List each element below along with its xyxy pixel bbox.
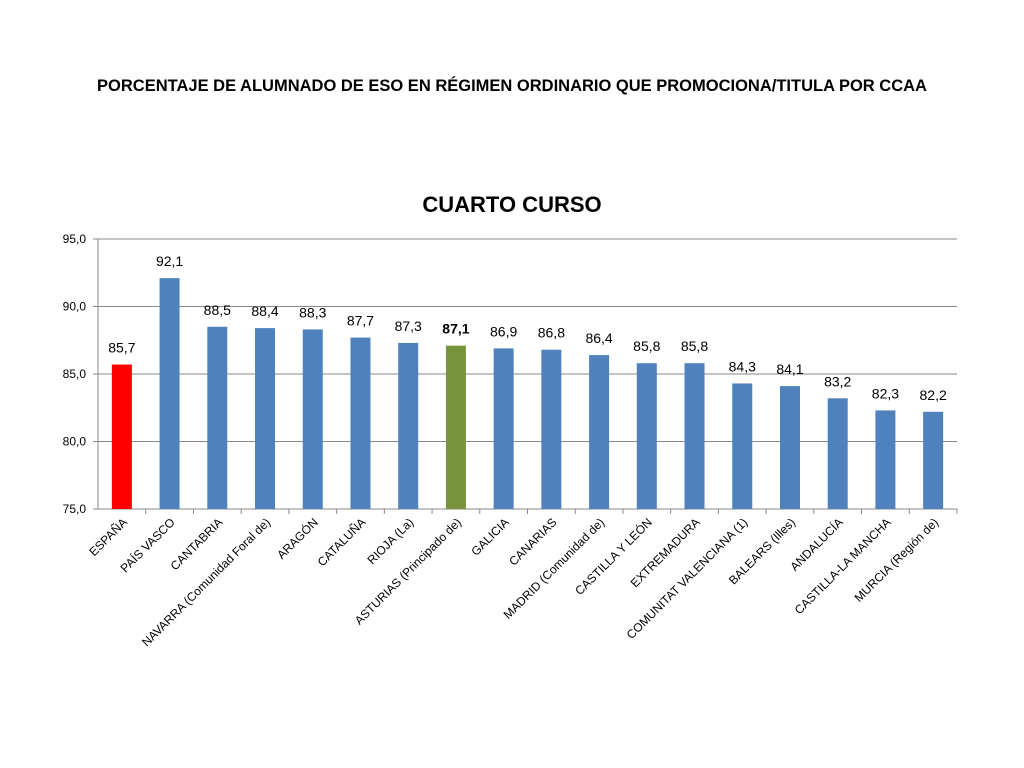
bar — [875, 410, 896, 509]
chart-title: CUARTO CURSO — [422, 192, 602, 217]
bar — [398, 342, 419, 509]
data-label: 86,8 — [538, 325, 565, 341]
axes — [93, 238, 958, 514]
bar — [636, 363, 657, 509]
bar — [493, 348, 514, 509]
bar — [445, 345, 466, 509]
bar — [589, 355, 610, 509]
data-label: 85,8 — [681, 338, 708, 354]
y-tick-label: 75,0 — [63, 502, 87, 516]
y-tick-label: 80,0 — [63, 435, 87, 449]
bar — [541, 349, 562, 509]
data-label: 86,9 — [490, 323, 517, 339]
bar — [684, 363, 705, 509]
data-label: 88,3 — [299, 304, 326, 320]
bar — [827, 398, 848, 509]
bar — [159, 278, 180, 509]
bar — [350, 337, 371, 509]
x-tick-label: CASTILLA Y LEÓN — [572, 515, 655, 598]
x-tick-label: ARAGÓN — [273, 515, 320, 562]
data-labels: 85,7 92,1 88,5 88,4 88,3 87,7 87,3 87,1 86,9 86,8… — [108, 253, 947, 403]
x-tick-label: MURCIA (Región de) — [852, 515, 942, 605]
data-label: 88,5 — [204, 302, 231, 318]
bar — [111, 364, 132, 509]
bar — [923, 411, 944, 509]
data-label: 84,1 — [776, 361, 803, 377]
y-tick-label: 90,0 — [63, 300, 87, 314]
y-tick-label: 95,0 — [63, 232, 87, 246]
y-tick-labels: 75,0 80,0 85,0 90,0 95,0 — [63, 232, 87, 516]
data-label: 87,1 — [442, 321, 469, 337]
data-label: 83,2 — [824, 373, 851, 389]
gridlines — [98, 238, 957, 442]
data-label: 85,7 — [108, 340, 135, 356]
x-tick-label: CATALUÑA — [315, 515, 369, 569]
data-label: 88,4 — [251, 303, 278, 319]
bars — [111, 278, 944, 509]
data-label: 85,8 — [633, 338, 660, 354]
x-tick-label: ESPAÑA — [86, 515, 130, 559]
data-label: 82,3 — [872, 385, 899, 401]
x-tick-label: RIOJA (La) — [364, 515, 416, 567]
y-tick-label: 85,0 — [63, 367, 87, 381]
bar — [255, 328, 276, 509]
bar — [207, 326, 228, 509]
data-label: 86,4 — [585, 330, 612, 346]
data-label: 82,2 — [920, 387, 947, 403]
bar — [732, 383, 753, 509]
x-tick-label: CASTILLA-LA MANCHA — [792, 515, 894, 617]
data-label: 92,1 — [156, 253, 183, 269]
bar — [779, 386, 800, 509]
bar — [302, 329, 323, 509]
data-label: 87,3 — [395, 318, 422, 334]
slide-title: PORCENTAJE DE ALUMNADO DE ESO EN RÉGIMEN… — [97, 77, 927, 95]
data-label: 84,3 — [729, 358, 756, 374]
data-label: 87,7 — [347, 313, 374, 329]
x-tick-label: GALICIA — [468, 515, 511, 558]
